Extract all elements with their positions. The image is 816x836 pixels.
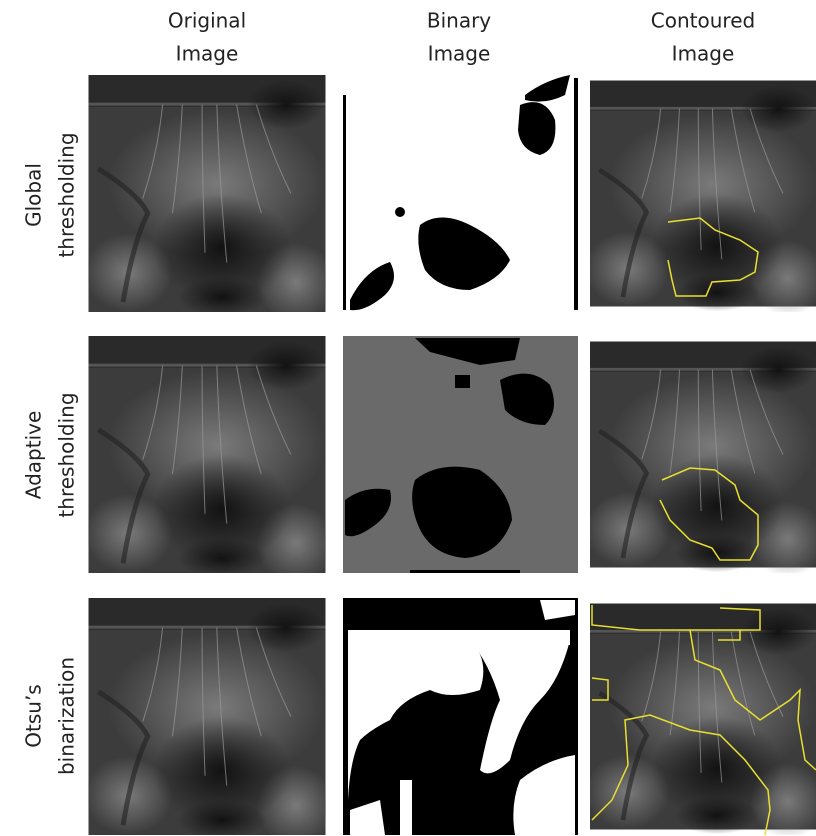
contoured-image [585, 604, 816, 836]
row-label: Adaptive [22, 411, 46, 500]
binary-image-global [340, 75, 578, 312]
column-header: Contoured [651, 9, 755, 33]
column-header: Image [672, 42, 735, 66]
original-image [84, 598, 336, 836]
column-headers: Original Image Binary Image Contoured Image [168, 9, 755, 66]
column-header: Original [168, 9, 246, 33]
row-label: thresholding [55, 132, 79, 257]
contoured-image [585, 342, 816, 577]
original-image [84, 336, 336, 583]
row-label: binarization [55, 657, 79, 775]
column-header: Image [176, 42, 239, 66]
binary-image-otsu [343, 598, 578, 835]
binary-image-adaptive [343, 336, 578, 573]
column-header: Image [428, 42, 491, 66]
column-header: Binary [427, 9, 491, 33]
figure: Original Image Binary Image Contoured Image G… [0, 0, 816, 836]
row-label: Otsu’s [22, 684, 46, 747]
original-image [84, 75, 336, 322]
image-grid [84, 75, 816, 836]
contoured-image [585, 81, 816, 316]
row-label: thresholding [55, 392, 79, 517]
row-labels: Global thresholding Adaptive thresholding Ot… [22, 132, 79, 775]
row-label: Global [22, 163, 46, 227]
